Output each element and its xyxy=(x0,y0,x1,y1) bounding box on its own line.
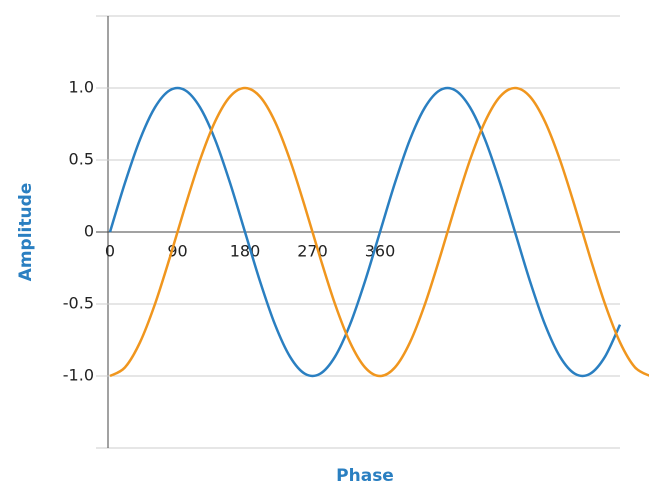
y-tick-label: -1.0 xyxy=(63,366,94,385)
y-tick-label: 0 xyxy=(84,222,94,241)
line-series xyxy=(108,86,622,378)
x-axis-title: Phase xyxy=(336,466,394,486)
x-tick-label: 360 xyxy=(365,242,396,261)
y-axis-title: Amplitude xyxy=(16,183,36,282)
y-tick-label: -0.5 xyxy=(63,294,94,313)
y-tick-label: 0.5 xyxy=(69,150,94,169)
x-tick-label: 270 xyxy=(297,242,328,261)
y-tick-label: 1.0 xyxy=(69,78,94,97)
line-series xyxy=(109,86,649,378)
x-tick-label: 0 xyxy=(105,242,115,261)
x-tick-label: 180 xyxy=(230,242,261,261)
